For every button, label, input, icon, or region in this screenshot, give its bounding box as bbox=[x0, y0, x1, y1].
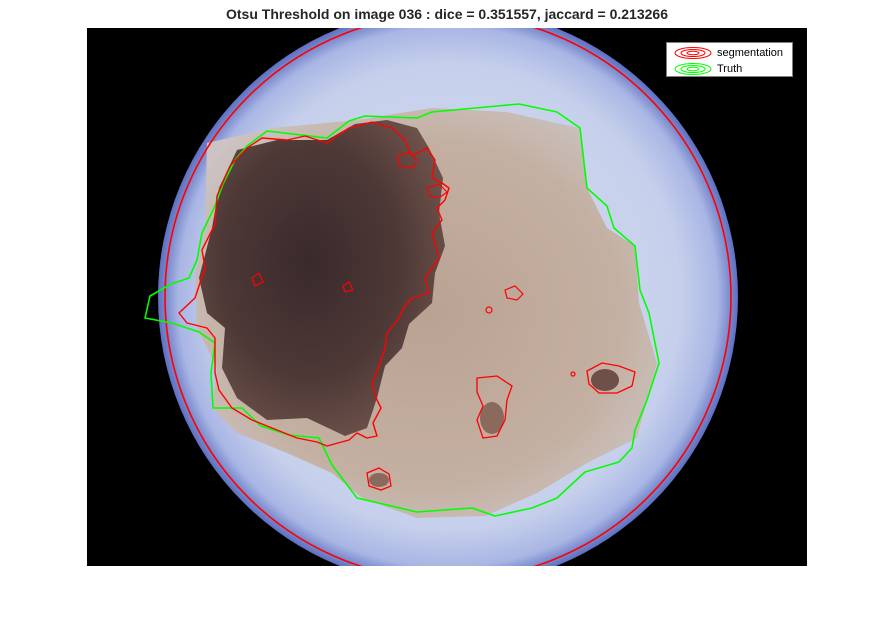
image-axes bbox=[87, 28, 807, 566]
segmentation-contour bbox=[504, 285, 524, 301]
figure-title: Otsu Threshold on image 036 : dice = 0.3… bbox=[225, 6, 668, 22]
segmentation-contour bbox=[570, 371, 576, 377]
segmentation-contour bbox=[485, 306, 493, 314]
contour-icon bbox=[674, 62, 712, 75]
segmentation-contour bbox=[366, 467, 392, 491]
lesion-patch bbox=[369, 473, 389, 487]
segmentation-boundary-circle bbox=[164, 28, 732, 566]
truth-contour bbox=[144, 103, 660, 517]
dermoscopy-image bbox=[144, 28, 738, 566]
lesion-patch bbox=[480, 402, 504, 434]
segmentation-contour bbox=[251, 272, 264, 287]
segmentation-contour bbox=[476, 375, 513, 439]
legend-label: Truth bbox=[717, 62, 743, 75]
lesion-dark-region bbox=[199, 120, 445, 436]
legend-item-segmentation: segmentation bbox=[673, 45, 783, 60]
segmentation-contour bbox=[586, 362, 636, 394]
contour-icon bbox=[674, 46, 712, 59]
segmentation-contour bbox=[396, 151, 418, 169]
legend-item-truth: Truth bbox=[673, 61, 742, 76]
segmentation-contour bbox=[426, 183, 448, 199]
segmentation-contour bbox=[342, 281, 354, 293]
legend-label: segmentation bbox=[717, 46, 784, 59]
legend: segmentation Truth bbox=[666, 42, 793, 77]
lesion-patch bbox=[591, 369, 619, 391]
segmentation-contour bbox=[178, 121, 450, 447]
